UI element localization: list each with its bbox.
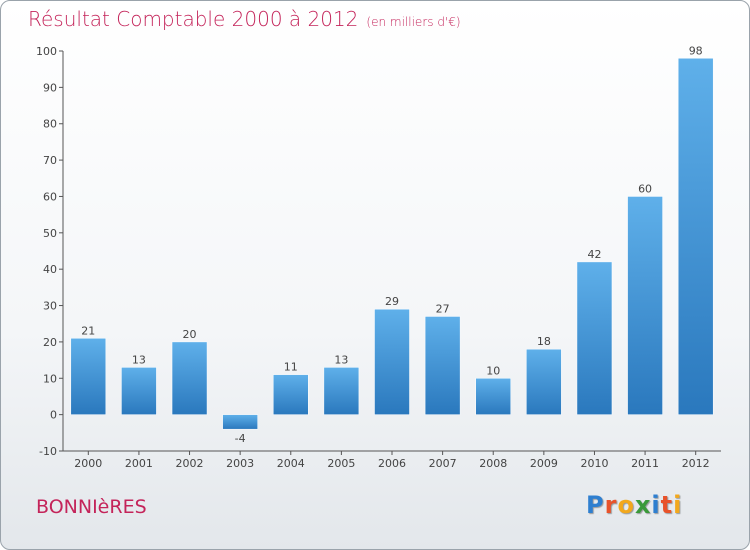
x-tick-label: 2012 [682,457,710,470]
data-label: 20 [183,328,197,341]
y-tick-label: 20 [43,336,57,349]
bar-2003 [222,414,258,430]
logo-letter: x [634,491,652,519]
y-tick-label: 100 [36,45,57,58]
data-label: 29 [385,295,399,308]
bar-2004 [273,374,309,415]
bar-2005 [323,367,360,415]
y-tick-label: 50 [43,227,57,240]
y-tick-label: 30 [43,300,57,313]
bar-2012 [677,58,714,415]
y-tick-label: -10 [39,445,57,458]
x-tick-label: 2003 [226,457,254,470]
data-label: 13 [334,353,348,366]
data-label: 10 [486,364,500,377]
logo-letter: i [673,491,683,519]
data-label: 27 [436,302,450,315]
y-tick-label: 70 [43,154,57,167]
data-label: -4 [235,432,246,445]
bar-2007 [424,316,461,415]
data-label: 60 [638,182,652,195]
bar-2000 [70,338,107,415]
x-tick-label: 2005 [327,457,355,470]
x-tick-label: 2004 [277,457,305,470]
x-tick-label: 2008 [479,457,507,470]
data-label: 13 [132,353,146,366]
x-tick-label: 2010 [580,457,608,470]
data-label: 21 [81,324,95,337]
x-tick-label: 2002 [176,457,204,470]
y-tick-label: 10 [43,372,57,385]
x-tick-label: 2000 [74,457,102,470]
bar-2006 [374,308,410,415]
logo-letter: P [586,491,605,519]
proxiti-logo: Proxiti [586,491,682,519]
y-tick-label: 90 [43,81,57,94]
x-tick-label: 2007 [429,457,457,470]
chart-title: Résultat Comptable 2000 à 2012 (en millie… [28,7,461,31]
y-tick-label: 40 [43,263,57,276]
bar-2011 [627,196,663,415]
logo-letter: i [651,491,661,519]
town-name: BONNIèRES [36,496,147,518]
x-tick-label: 2001 [125,457,153,470]
chart-subtitle: (en milliers d'€) [366,15,461,29]
y-tick-label: 0 [50,409,57,422]
bar-2002 [171,341,208,415]
data-label: 18 [537,335,551,348]
data-label: 11 [284,361,298,374]
data-label: 42 [587,248,601,261]
bar-2008 [475,378,511,415]
bar-2001 [121,367,157,415]
y-tick-label: 80 [43,118,57,131]
chart-title-text: Résultat Comptable 2000 à 2012 [28,7,359,31]
logo-letter: r [604,491,618,519]
x-tick-label: 2006 [378,457,406,470]
bar-2010 [576,261,613,415]
y-tick-label: 60 [43,190,57,203]
logo-letter: t [660,491,674,519]
logo-letter: o [617,491,635,519]
bar-2009 [526,348,562,415]
x-tick-label: 2009 [530,457,558,470]
data-label: 98 [689,44,703,57]
x-tick-label: 2011 [631,457,659,470]
